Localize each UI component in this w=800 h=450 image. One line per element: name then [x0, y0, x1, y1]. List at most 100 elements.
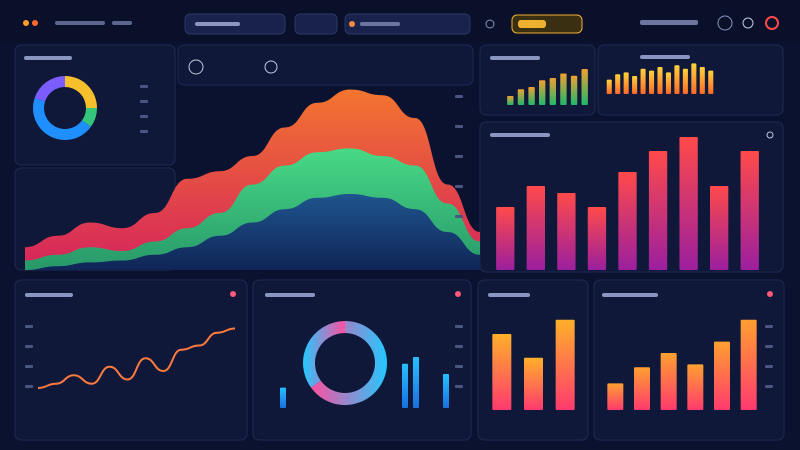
tick-placeholder	[455, 185, 463, 188]
bar	[691, 63, 697, 94]
bar	[740, 319, 757, 410]
menu-dot[interactable]	[767, 291, 773, 297]
bar	[402, 363, 408, 408]
icon[interactable]	[717, 15, 733, 31]
search-icon	[349, 21, 355, 27]
bar	[496, 207, 515, 270]
bar	[648, 151, 668, 270]
bar	[615, 74, 621, 94]
logo-dot	[32, 20, 38, 26]
tick-placeholder	[25, 385, 33, 388]
search-box[interactable]	[344, 13, 471, 35]
bar	[674, 65, 680, 94]
bar	[606, 79, 612, 94]
heading-placeholder	[640, 55, 690, 59]
bar	[623, 72, 629, 94]
panel	[479, 44, 596, 116]
tick-placeholder	[455, 125, 463, 128]
bar	[492, 334, 512, 410]
bar	[555, 319, 575, 410]
bar	[517, 89, 525, 105]
menu-dot[interactable]	[766, 131, 774, 139]
user-placeholder	[640, 20, 698, 25]
bar	[528, 87, 535, 105]
tick-placeholder	[455, 325, 463, 328]
charts	[25, 63, 773, 410]
heading-placeholder	[602, 293, 658, 297]
tick-placeholder	[140, 100, 148, 103]
tick-placeholder	[25, 345, 33, 348]
donut-segment	[311, 321, 387, 405]
bar	[581, 69, 588, 105]
icon[interactable]	[485, 19, 495, 29]
bar	[665, 72, 671, 94]
nav-tab[interactable]	[294, 13, 338, 35]
bar	[570, 75, 578, 105]
toggle-knob	[518, 20, 546, 28]
tick-placeholder	[455, 365, 463, 368]
bar	[549, 78, 556, 105]
bar	[657, 67, 663, 94]
title-placeholder	[112, 21, 132, 25]
bar	[660, 353, 677, 410]
icon[interactable]	[765, 16, 779, 30]
bar	[560, 73, 567, 105]
heading-placeholder	[25, 293, 73, 297]
bar	[618, 172, 637, 270]
panel	[177, 44, 474, 86]
panel	[252, 279, 472, 441]
tab-label	[195, 22, 240, 26]
tick-placeholder	[140, 85, 148, 88]
bar	[710, 186, 729, 270]
heading-placeholder	[490, 133, 550, 137]
tick-placeholder	[455, 155, 463, 158]
bar	[443, 374, 449, 408]
area	[25, 194, 480, 270]
bar	[714, 341, 730, 410]
bar	[524, 357, 543, 410]
donut-segment	[81, 108, 97, 127]
bar	[632, 76, 638, 94]
menu-dot[interactable]	[230, 291, 236, 297]
tick-placeholder	[765, 365, 773, 368]
heading-placeholder	[24, 56, 72, 60]
heading-placeholder	[490, 56, 540, 60]
logo-dot	[23, 20, 29, 26]
bar	[699, 67, 705, 94]
heading-placeholder	[265, 293, 315, 297]
tick-placeholder	[25, 325, 33, 328]
tick-placeholder	[140, 115, 148, 118]
donut-segment	[34, 76, 65, 102]
icon	[264, 60, 278, 74]
bar	[640, 68, 646, 94]
icon	[188, 59, 204, 75]
tick-placeholder	[455, 95, 463, 98]
tick-placeholder	[765, 325, 773, 328]
tick-placeholder	[765, 385, 773, 388]
bar	[539, 80, 546, 105]
bar	[649, 70, 655, 94]
bar	[507, 96, 514, 105]
donut-segment	[33, 98, 91, 140]
icon[interactable]	[742, 17, 754, 29]
tick-placeholder	[455, 385, 463, 388]
tick-placeholder	[25, 365, 33, 368]
tick-placeholder	[765, 345, 773, 348]
bar	[280, 387, 286, 408]
tick-placeholder	[455, 215, 463, 218]
bar	[587, 207, 607, 270]
heading-placeholder	[488, 293, 530, 297]
bar	[708, 70, 714, 94]
bar	[607, 383, 624, 410]
bar	[526, 186, 545, 270]
toggle[interactable]	[511, 14, 583, 34]
bar	[687, 364, 704, 410]
title-placeholder	[55, 21, 105, 25]
tick-placeholder	[140, 130, 148, 133]
bar	[740, 151, 759, 270]
menu-dot[interactable]	[455, 291, 461, 297]
search-placeholder	[360, 22, 400, 26]
donut-segment	[65, 76, 97, 108]
bar	[557, 193, 576, 270]
